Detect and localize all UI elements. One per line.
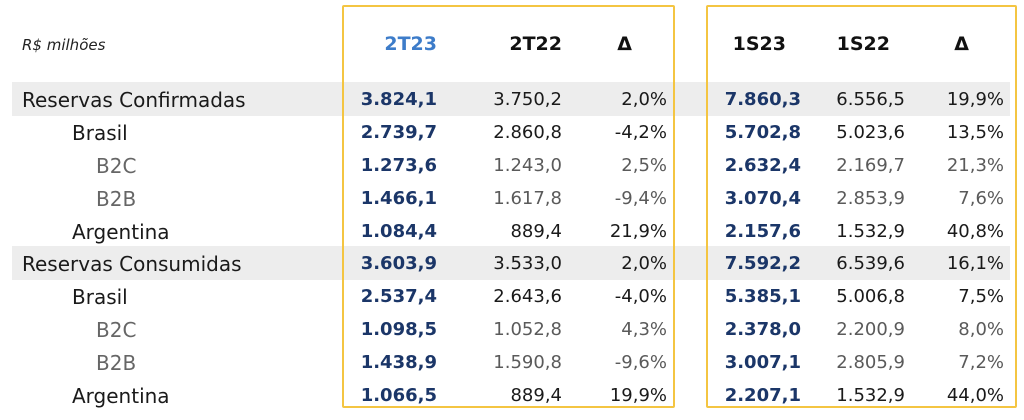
- value-1s23: 2.632,4: [724, 155, 801, 176]
- table-row: Brasil 2.537,4 2.643,6 -4,0% 5.385,1 5.0…: [0, 280, 1024, 313]
- header-1s23: 1S23: [732, 33, 786, 55]
- value-delta-quarter: -4,0%: [614, 286, 667, 307]
- value-delta-semester: 13,5%: [946, 122, 1004, 143]
- value-delta-quarter: 2,0%: [621, 89, 667, 110]
- value-1s23: 5.702,8: [724, 122, 801, 143]
- value-2t22: 2.860,8: [493, 122, 562, 143]
- value-delta-quarter: 21,9%: [609, 221, 667, 242]
- table-row: Reservas Consumidas 3.603,9 3.533,0 2,0%…: [0, 247, 1024, 280]
- value-delta-semester: 8,0%: [958, 319, 1004, 340]
- value-delta-semester: 19,9%: [946, 89, 1004, 110]
- value-2t23: 1.084,4: [360, 221, 437, 242]
- value-delta-quarter: 2,0%: [621, 253, 667, 274]
- value-2t22: 3.750,2: [493, 89, 562, 110]
- value-delta-quarter: -9,4%: [614, 188, 667, 209]
- value-2t23: 1.466,1: [360, 188, 437, 209]
- value-2t23: 1.098,5: [360, 319, 437, 340]
- value-2t23: 2.537,4: [360, 286, 437, 307]
- header-2t22: 2T22: [509, 33, 562, 55]
- value-1s22: 6.556,5: [836, 89, 905, 110]
- row-label: B2C: [96, 154, 137, 178]
- value-delta-quarter: -4,2%: [614, 122, 667, 143]
- section-band-consumidas: [12, 246, 1010, 280]
- value-1s22: 2.169,7: [836, 155, 905, 176]
- row-label: Brasil: [72, 285, 128, 309]
- value-delta-semester: 21,3%: [946, 155, 1004, 176]
- table-row: Brasil 2.739,7 2.860,8 -4,2% 5.702,8 5.0…: [0, 116, 1024, 149]
- value-delta-semester: 7,5%: [958, 286, 1004, 307]
- value-2t23: 1.273,6: [360, 155, 437, 176]
- row-label: B2B: [96, 351, 137, 375]
- value-2t23: 3.603,9: [360, 253, 437, 274]
- value-2t22: 2.643,6: [493, 286, 562, 307]
- value-delta-semester: 40,8%: [946, 221, 1004, 242]
- header-delta-quarter: Δ: [617, 33, 632, 55]
- section-band-confirmadas: [12, 82, 1010, 116]
- table-row: B2B 1.466,1 1.617,8 -9,4% 3.070,4 2.853,…: [0, 182, 1024, 215]
- value-1s23: 2.207,1: [724, 385, 801, 406]
- semester-columns-frame: [706, 5, 1017, 408]
- value-1s23: 3.007,1: [724, 352, 801, 373]
- value-delta-semester: 16,1%: [946, 253, 1004, 274]
- value-delta-semester: 44,0%: [946, 385, 1004, 406]
- row-label: Reservas Confirmadas: [22, 88, 246, 112]
- value-delta-semester: 7,6%: [958, 188, 1004, 209]
- value-2t22: 1.243,0: [493, 155, 562, 176]
- value-1s22: 6.539,6: [836, 253, 905, 274]
- table-row: Reservas Confirmadas 3.824,1 3.750,2 2,0…: [0, 83, 1024, 116]
- value-delta-semester: 7,2%: [958, 352, 1004, 373]
- value-1s22: 2.853,9: [836, 188, 905, 209]
- value-1s22: 5.023,6: [836, 122, 905, 143]
- value-1s23: 2.157,6: [724, 221, 801, 242]
- value-1s23: 3.070,4: [724, 188, 801, 209]
- table-row: Argentina 1.066,5 889,4 19,9% 2.207,1 1.…: [0, 379, 1024, 412]
- value-1s22: 1.532,9: [836, 385, 905, 406]
- value-2t23: 2.739,7: [360, 122, 437, 143]
- row-label: Argentina: [72, 220, 170, 244]
- value-2t22: 3.533,0: [493, 253, 562, 274]
- value-2t23: 1.066,5: [360, 385, 437, 406]
- row-label: B2B: [96, 187, 137, 211]
- value-2t22: 1.590,8: [493, 352, 562, 373]
- row-label: Reservas Consumidas: [22, 252, 242, 276]
- quarter-columns-frame: [342, 5, 675, 408]
- table-row: B2C 1.273,6 1.243,0 2,5% 2.632,4 2.169,7…: [0, 149, 1024, 182]
- value-2t22: 889,4: [510, 221, 562, 242]
- value-1s23: 7.592,2: [724, 253, 801, 274]
- value-1s23: 7.860,3: [724, 89, 801, 110]
- value-2t22: 1.052,8: [493, 319, 562, 340]
- unit-label: R$ milhões: [22, 36, 106, 54]
- header-delta-semester: Δ: [954, 33, 969, 55]
- value-1s23: 5.385,1: [724, 286, 801, 307]
- row-label: Brasil: [72, 121, 128, 145]
- value-delta-quarter: 4,3%: [621, 319, 667, 340]
- value-delta-quarter: -9,6%: [614, 352, 667, 373]
- table-row: B2C 1.098,5 1.052,8 4,3% 2.378,0 2.200,9…: [0, 313, 1024, 346]
- value-2t23: 3.824,1: [360, 89, 437, 110]
- header-2t23: 2T23: [384, 33, 437, 55]
- value-2t23: 1.438,9: [360, 352, 437, 373]
- value-1s22: 2.805,9: [836, 352, 905, 373]
- row-label: B2C: [96, 318, 137, 342]
- value-1s22: 5.006,8: [836, 286, 905, 307]
- table-row: B2B 1.438,9 1.590,8 -9,6% 3.007,1 2.805,…: [0, 346, 1024, 379]
- value-delta-quarter: 2,5%: [621, 155, 667, 176]
- value-1s22: 2.200,9: [836, 319, 905, 340]
- value-1s23: 2.378,0: [724, 319, 801, 340]
- value-2t22: 889,4: [510, 385, 562, 406]
- value-delta-quarter: 19,9%: [609, 385, 667, 406]
- row-label: Argentina: [72, 384, 170, 408]
- table-row: Argentina 1.084,4 889,4 21,9% 2.157,6 1.…: [0, 215, 1024, 248]
- header-1s22: 1S22: [836, 33, 890, 55]
- value-1s22: 1.532,9: [836, 221, 905, 242]
- value-2t22: 1.617,8: [493, 188, 562, 209]
